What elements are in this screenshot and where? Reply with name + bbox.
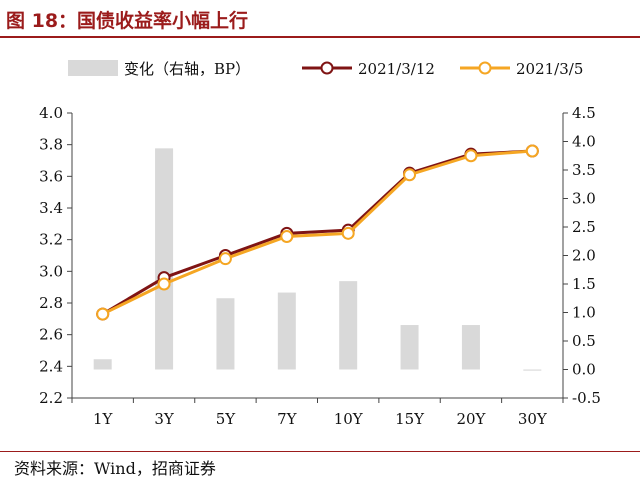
right-tick-label: 2.0 [572,247,596,265]
series-point-2021/3/5-3Y [157,277,171,291]
x-tick-label: 20Y [456,410,486,428]
bar-5Y [216,298,235,370]
axes-group: 4.0 3.8 3.6 3.4 3.2 3.0 2.8 2.6 2.4 2.2 4.5 4.0 3.5 3… [39,104,601,428]
left-tick-label: 3.8 [39,136,63,154]
legend-label-2021/3/12: 2021/3/12 [358,60,435,78]
left-tick-label: 3.2 [39,231,63,249]
right-tick-label: 0.5 [572,332,596,350]
bar-10Y [339,281,358,370]
series-point-2021/3/5-7Y [280,230,294,243]
right-tick-label: 4.5 [572,104,596,122]
legend-swatch-marker-2021/3/5 [478,61,492,75]
right-tick-label: 0.0 [572,361,596,379]
bar-3Y [155,148,174,370]
x-tick-label: 15Y [395,410,425,428]
left-tick-label: 2.4 [39,357,63,375]
left-tick-label: 4.0 [39,104,63,122]
series-point-2021/3/5-10Y [341,226,355,240]
x-tick-label: 1Y [93,410,114,428]
legend-label-2021/3/5: 2021/3/5 [516,60,583,78]
bar-15Y [400,325,419,370]
title-rule [0,36,640,38]
right-tick-label: -0.5 [572,389,601,407]
right-tick-label: 1.0 [572,304,596,322]
bar-7Y [277,292,296,370]
left-tick-label: 3.4 [39,199,63,217]
left-tick-label: 2.6 [39,326,63,344]
series-line-2021/3/5 [102,149,533,316]
right-tick-label: 1.5 [572,275,596,293]
series-point-2021/3/5-30Y [525,144,539,158]
bars-group [93,148,542,371]
chart-title: 图 18：国债收益率小幅上行 [6,10,249,32]
x-tick-label: 5Y [216,410,237,428]
right-tick-label: 3.0 [572,190,596,208]
legend-swatch-marker-2021/3/12 [320,61,334,75]
series-point-2021/3/5-15Y [403,168,417,182]
left-tick-label: 2.8 [39,294,63,312]
x-tick-label: 30Y [518,410,548,428]
right-tick-label: 4.0 [572,133,596,151]
bar-30Y [523,369,542,371]
yield-chart: 变化（右轴，BP） 2021/3/12 2021/3/5 4.0 3.8 3.6 3.4 3… [39,60,601,428]
legend-swatch-bar [68,60,118,76]
lines-group [96,144,539,321]
series-point-2021/3/5-20Y [464,149,478,163]
series-point-2021/3/5-1Y [96,307,110,321]
series-line-2021/3/12 [101,149,533,316]
series-point-2021/3/5-5Y [218,252,232,266]
x-tick-label: 7Y [277,410,298,428]
legend: 变化（右轴，BP） 2021/3/12 2021/3/5 [68,60,583,78]
right-tick-label: 2.5 [572,218,596,236]
source-note: 资料来源：Wind，招商证券 [14,459,216,478]
legend-label-bar: 变化（右轴，BP） [124,60,250,78]
footer-rule [0,451,640,452]
left-tick-label: 3.6 [39,167,63,185]
bar-1Y [93,359,112,370]
x-tick-label: 3Y [154,410,175,428]
left-tick-label: 3.0 [39,262,63,280]
x-tick-label: 10Y [334,410,364,428]
title-bar: 图 18：国债收益率小幅上行 [0,0,640,38]
right-tick-label: 3.5 [572,161,596,179]
left-tick-label: 2.2 [39,389,63,407]
bar-20Y [461,325,480,370]
